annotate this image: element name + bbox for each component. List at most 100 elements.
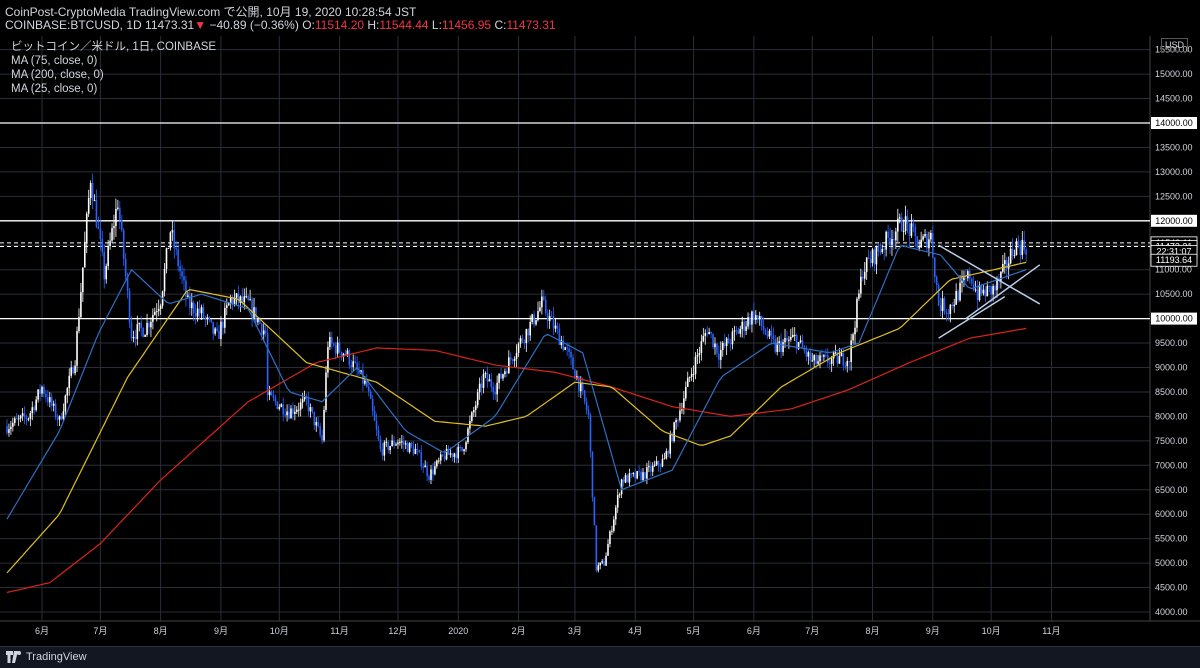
- close-value: 11473.31: [506, 18, 556, 32]
- legend-ma200: MA (200, close, 0): [11, 69, 104, 81]
- candle-body: [887, 231, 889, 238]
- candle-body: [809, 352, 812, 361]
- candle-body: [943, 298, 946, 313]
- price-label-text: 22:31:07: [1156, 247, 1191, 257]
- candle-body: [578, 376, 580, 392]
- candle-body: [323, 409, 325, 441]
- candle-body: [949, 304, 952, 314]
- candle-body: [1005, 260, 1008, 269]
- candle-body: [348, 350, 351, 366]
- candle-body: [105, 266, 107, 280]
- candle-body: [718, 353, 720, 360]
- candle-body: [89, 182, 92, 199]
- open-value: 11514.20: [314, 18, 365, 32]
- candle-body: [334, 345, 337, 354]
- candle-body: [439, 454, 442, 461]
- candle-body: [474, 405, 477, 410]
- candle-body: [815, 355, 817, 364]
- candle-body: [825, 355, 827, 357]
- candle-body: [926, 234, 928, 249]
- candle-body: [856, 298, 858, 328]
- candle-body: [902, 230, 905, 232]
- candle-body: [87, 198, 90, 214]
- candle-body: [556, 325, 559, 329]
- price-label-box: [1151, 312, 1197, 325]
- candle-body: [996, 279, 998, 291]
- x-tick-label: 8月: [866, 626, 880, 636]
- candle-body: [632, 472, 635, 474]
- y-tick-label: 4000.00: [1155, 607, 1188, 617]
- candle-body: [212, 321, 214, 334]
- candle-body: [78, 317, 80, 332]
- candle-body: [286, 411, 288, 416]
- candle-body: [146, 322, 148, 335]
- candle-body: [1025, 249, 1027, 255]
- candle-body: [646, 467, 648, 479]
- candle-body: [276, 401, 279, 409]
- candle-body: [702, 335, 705, 342]
- candle-body: [780, 341, 782, 353]
- y-tick-label: 6000.00: [1155, 509, 1188, 519]
- candle-body: [778, 341, 780, 344]
- candle-body: [488, 379, 491, 382]
- x-tick-label: 9月: [926, 626, 940, 636]
- legend-title: ビットコイン／米ドル, 1日, COINBASE: [11, 41, 217, 53]
- candle-body: [482, 374, 485, 388]
- candle-body: [85, 213, 88, 242]
- currency-badge[interactable]: USD: [1161, 38, 1189, 52]
- y-tick-label: 5500.00: [1155, 534, 1188, 544]
- candle-body: [653, 464, 656, 466]
- candle-body: [198, 308, 201, 314]
- candle-body: [986, 285, 989, 297]
- candle-body: [455, 453, 458, 459]
- candle-body: [700, 341, 703, 353]
- candle-body: [410, 443, 413, 447]
- candle-body: [906, 216, 909, 224]
- candle-body: [332, 343, 335, 346]
- candle-body: [66, 388, 69, 396]
- price-chart[interactable]: 4000.00 4500.00 5000.00 5500.00 6000.00 6500.…: [0, 0, 1200, 646]
- candle-body: [786, 338, 788, 341]
- candle-body: [898, 217, 901, 219]
- candle-body: [552, 316, 555, 329]
- candle-body: [727, 338, 730, 344]
- candle-body: [99, 228, 102, 240]
- candle-body: [109, 240, 111, 247]
- candle-body: [893, 238, 895, 241]
- candle-body: [817, 361, 819, 364]
- candle-body: [714, 343, 716, 348]
- candle-body: [768, 330, 771, 337]
- candle-body: [128, 290, 131, 323]
- candle-body: [426, 465, 428, 477]
- candle-body: [696, 354, 699, 357]
- candle-body: [735, 330, 738, 332]
- candle-body: [663, 458, 666, 460]
- candle-body: [288, 411, 290, 419]
- candle-body: [685, 386, 687, 399]
- candle-body: [478, 383, 481, 393]
- y-tick-label: 13000.00: [1155, 167, 1193, 177]
- candle-body: [879, 251, 882, 253]
- candle-body: [611, 530, 613, 532]
- candle-body: [591, 451, 594, 498]
- candle-body: [126, 276, 129, 291]
- candle-body: [747, 317, 749, 327]
- candle-body: [671, 434, 673, 441]
- candle-body: [187, 295, 189, 297]
- candle-body: [457, 446, 460, 459]
- candle-body: [694, 356, 697, 374]
- candle-body: [210, 319, 213, 322]
- candle-body: [965, 277, 967, 279]
- candle-body: [179, 266, 181, 272]
- candle-body: [723, 342, 726, 347]
- candle-body: [447, 448, 450, 455]
- candle-body: [523, 341, 526, 344]
- candle-body: [836, 352, 839, 364]
- candle-body: [225, 305, 228, 308]
- candle-body: [788, 339, 790, 341]
- candle-body: [317, 421, 319, 427]
- candle-body: [651, 465, 654, 472]
- x-tick-label: 2月: [512, 626, 526, 636]
- candle-body: [930, 233, 932, 240]
- candle-body: [395, 444, 397, 446]
